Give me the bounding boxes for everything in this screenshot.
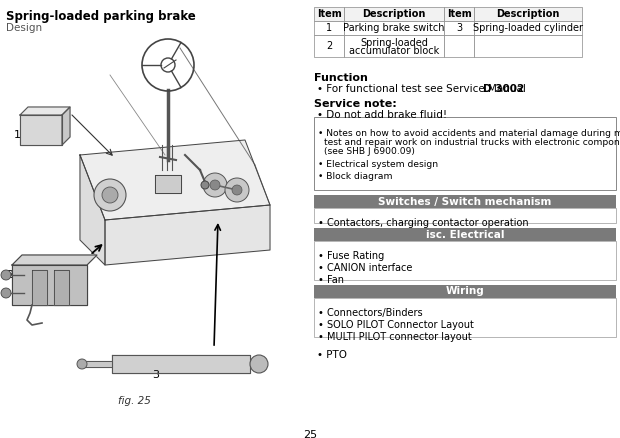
- Text: • PTO: • PTO: [317, 350, 347, 360]
- Bar: [314, 285, 616, 298]
- Polygon shape: [54, 270, 69, 305]
- Polygon shape: [32, 270, 47, 305]
- Polygon shape: [80, 140, 270, 220]
- Text: 25: 25: [303, 430, 317, 438]
- Circle shape: [250, 355, 268, 373]
- Bar: [344, 21, 444, 35]
- Text: accumulator block: accumulator block: [349, 46, 439, 56]
- Text: • Notes on how to avoid accidents and material damage during maintenance,: • Notes on how to avoid accidents and ma…: [318, 129, 620, 138]
- Circle shape: [210, 180, 220, 190]
- Text: Item: Item: [317, 9, 342, 19]
- Text: isc. Electrical: isc. Electrical: [426, 230, 504, 240]
- Circle shape: [94, 179, 126, 211]
- Polygon shape: [20, 115, 62, 145]
- Text: • Electrical system design: • Electrical system design: [318, 160, 438, 169]
- Text: (see SHB J 6900.09): (see SHB J 6900.09): [324, 147, 415, 156]
- Bar: [474, 35, 582, 57]
- Bar: [314, 117, 616, 190]
- Polygon shape: [112, 355, 250, 373]
- Polygon shape: [155, 175, 181, 193]
- Circle shape: [102, 187, 118, 203]
- Bar: [314, 195, 616, 208]
- Bar: [444, 21, 474, 35]
- Text: Spring-loaded: Spring-loaded: [360, 38, 428, 48]
- Text: • Block diagram: • Block diagram: [318, 172, 392, 181]
- Bar: [444, 35, 474, 57]
- Text: Wiring: Wiring: [446, 286, 484, 297]
- Text: • CANION interface: • CANION interface: [318, 263, 412, 273]
- Polygon shape: [12, 265, 87, 305]
- Text: Design: Design: [6, 23, 42, 33]
- Bar: [314, 21, 344, 35]
- Text: Description: Description: [362, 9, 426, 19]
- Bar: [314, 208, 616, 223]
- Text: • Do not add brake fluid!: • Do not add brake fluid!: [317, 110, 447, 120]
- Text: • Fan: • Fan: [318, 275, 344, 285]
- Text: • For functional test see Service Manual: • For functional test see Service Manual: [317, 84, 529, 94]
- Text: Spring-loaded cylinder: Spring-loaded cylinder: [473, 23, 583, 33]
- Bar: [314, 35, 344, 57]
- Text: • Fuse Rating: • Fuse Rating: [318, 251, 384, 261]
- Bar: [314, 7, 344, 21]
- Text: Item: Item: [446, 9, 471, 19]
- Circle shape: [77, 359, 87, 369]
- Text: Service note:: Service note:: [314, 99, 397, 109]
- Bar: [314, 241, 616, 280]
- Text: 2: 2: [6, 270, 13, 280]
- Text: 3: 3: [152, 370, 159, 380]
- Text: test and repair work on industrial trucks with electronic components: test and repair work on industrial truck…: [324, 138, 620, 147]
- Polygon shape: [82, 361, 112, 367]
- Circle shape: [232, 185, 242, 195]
- Polygon shape: [20, 107, 70, 115]
- Bar: [474, 21, 582, 35]
- Text: 1: 1: [326, 23, 332, 33]
- Bar: [474, 7, 582, 21]
- Text: 2: 2: [326, 41, 332, 51]
- Text: fig. 25: fig. 25: [118, 396, 151, 406]
- Circle shape: [1, 270, 11, 280]
- Polygon shape: [12, 255, 97, 265]
- Bar: [344, 35, 444, 57]
- Text: 1: 1: [14, 130, 21, 140]
- Circle shape: [203, 173, 227, 197]
- Bar: [314, 228, 616, 241]
- Text: Switches / Switch mechanism: Switches / Switch mechanism: [378, 197, 552, 206]
- Polygon shape: [80, 155, 105, 265]
- Circle shape: [225, 178, 249, 202]
- Bar: [444, 7, 474, 21]
- Text: • MULTI PILOT connector layout: • MULTI PILOT connector layout: [318, 332, 472, 342]
- Text: Parking brake switch: Parking brake switch: [343, 23, 445, 33]
- Polygon shape: [62, 107, 70, 145]
- Text: D 3002: D 3002: [483, 84, 525, 94]
- Text: Description: Description: [497, 9, 560, 19]
- Text: • Contactors, charging contactor operation: • Contactors, charging contactor operati…: [318, 218, 529, 228]
- Bar: [314, 298, 616, 337]
- Text: Function: Function: [314, 73, 368, 83]
- Text: 3: 3: [456, 23, 462, 33]
- Text: Spring-loaded parking brake: Spring-loaded parking brake: [6, 10, 196, 23]
- Polygon shape: [105, 205, 270, 265]
- Bar: [344, 7, 444, 21]
- Text: • Connectors/Binders: • Connectors/Binders: [318, 308, 423, 318]
- Circle shape: [201, 181, 209, 189]
- Circle shape: [1, 288, 11, 298]
- Text: • SOLO PILOT Connector Layout: • SOLO PILOT Connector Layout: [318, 320, 474, 330]
